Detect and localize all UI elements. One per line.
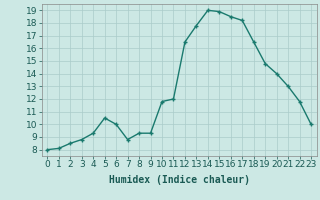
X-axis label: Humidex (Indice chaleur): Humidex (Indice chaleur) — [109, 175, 250, 185]
